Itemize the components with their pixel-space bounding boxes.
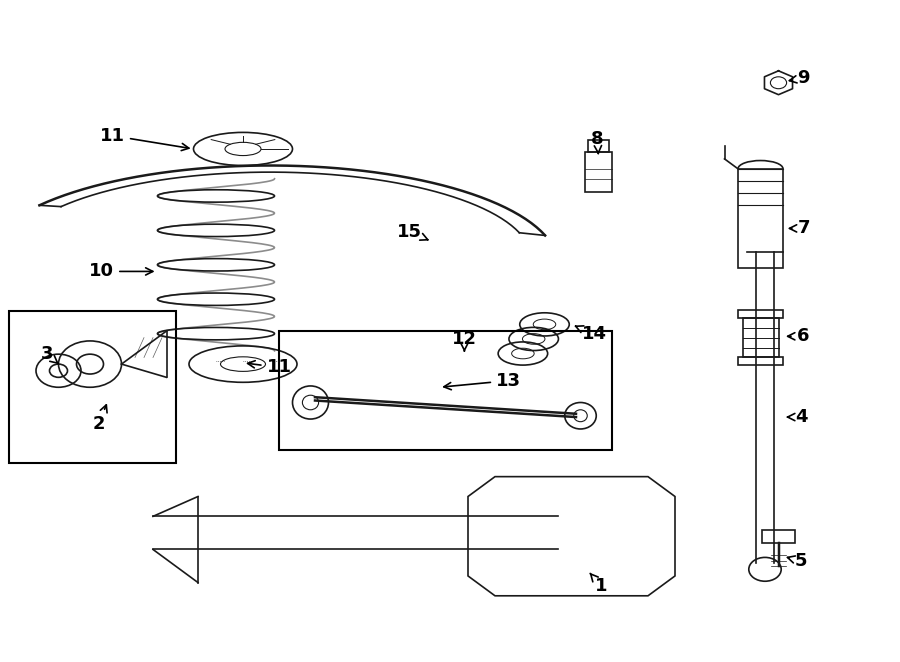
Text: 14: 14 [575, 325, 607, 344]
Bar [588, 140, 609, 152]
Text: 3: 3 [40, 345, 58, 363]
Text: 5: 5 [788, 552, 807, 571]
Text: 15: 15 [397, 222, 428, 241]
Bar [742, 318, 778, 357]
Text: 1: 1 [590, 573, 608, 595]
Text: 7: 7 [789, 219, 810, 238]
Bar [279, 331, 612, 450]
Bar [585, 152, 612, 192]
Text: 4: 4 [788, 408, 807, 426]
Text: 6: 6 [788, 327, 809, 346]
Bar [738, 357, 783, 365]
Bar [762, 530, 795, 543]
Bar [738, 310, 783, 318]
Text: 12: 12 [452, 330, 477, 351]
Text: 11: 11 [100, 126, 189, 150]
Text: 2: 2 [93, 405, 107, 433]
Text: 10: 10 [89, 262, 153, 281]
Text: 9: 9 [789, 69, 810, 87]
Bar [9, 311, 176, 463]
Bar [738, 169, 783, 268]
Text: 8: 8 [591, 130, 604, 154]
Text: 13: 13 [444, 371, 521, 390]
Text: 11: 11 [248, 358, 292, 377]
